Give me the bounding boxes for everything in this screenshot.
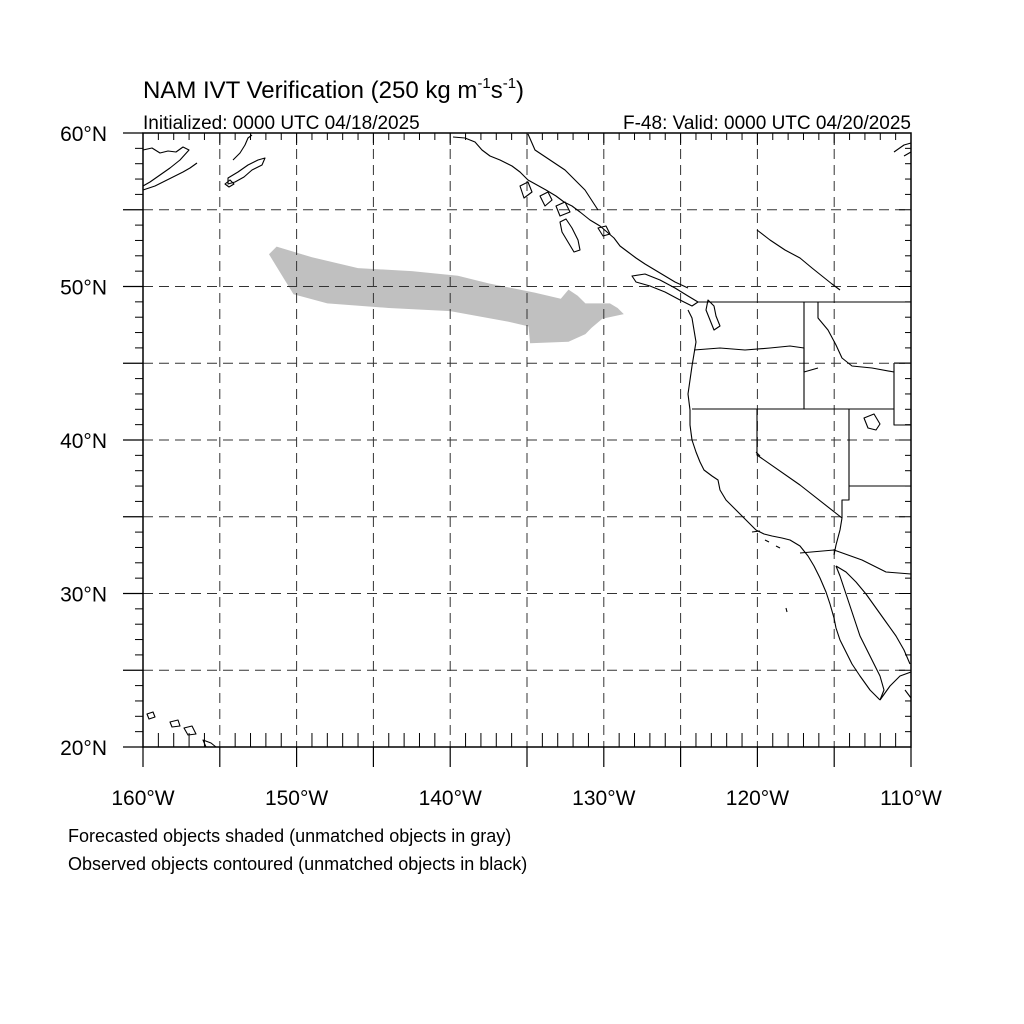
california-nevada-border bbox=[756, 409, 843, 519]
alaska-coast bbox=[142, 146, 190, 187]
southeast-alaska-coast bbox=[452, 136, 689, 289]
hawaii-big-island bbox=[202, 739, 217, 748]
lon-tick-label: 160°W bbox=[111, 787, 174, 810]
mexico-coast-far-south bbox=[904, 689, 912, 699]
puget-sound bbox=[705, 299, 721, 331]
alaska-islet bbox=[224, 179, 235, 188]
us-west-coast bbox=[687, 309, 837, 629]
lon-tick-label: 150°W bbox=[265, 787, 328, 810]
se-alaska-islands-a bbox=[519, 181, 533, 199]
canadian-river bbox=[756, 229, 841, 291]
channel-island-c bbox=[775, 545, 781, 549]
kodiak-island bbox=[227, 157, 266, 185]
great-salt-lake bbox=[863, 413, 881, 431]
mexico-mainland-coast bbox=[835, 565, 911, 665]
lat-tick-label: 40°N bbox=[60, 430, 107, 453]
us-mexico-border bbox=[799, 549, 912, 575]
baja-gulf-coast bbox=[835, 565, 885, 701]
lat-tick-label: 30°N bbox=[60, 584, 107, 607]
vancouver-island bbox=[631, 273, 699, 307]
california-arizona-border bbox=[833, 517, 843, 556]
alaska-peninsula-coast bbox=[142, 162, 198, 191]
se-alaska-islands-c bbox=[555, 201, 571, 217]
canada-lake-ne bbox=[893, 142, 912, 153]
baja-west-coast bbox=[835, 627, 881, 701]
gridlines bbox=[143, 133, 911, 747]
lon-tick-label: 120°W bbox=[726, 787, 789, 810]
lon-tick-label: 130°W bbox=[572, 787, 635, 810]
channel-island-a bbox=[751, 530, 761, 533]
forecast-object-1 bbox=[269, 246, 624, 344]
map-title: NAM IVT Verification (250 kg m-1s-1) bbox=[143, 75, 524, 104]
lat-tick-label: 50°N bbox=[60, 277, 107, 300]
lake-tahoe bbox=[755, 451, 761, 457]
map-axes: 160°W 150°W 140°W 130°W 120°W 110°W 60°N 50°N 40… bbox=[60, 123, 942, 810]
hawaii-kauai bbox=[146, 711, 156, 720]
forecast-objects-layer bbox=[269, 246, 624, 344]
alaska-bc-border bbox=[527, 133, 599, 211]
idaho-montana-border bbox=[817, 302, 895, 373]
lat-tick-label: 60°N bbox=[60, 123, 107, 146]
hawaii-oahu bbox=[169, 719, 181, 728]
canada-lake-ne-2 bbox=[903, 151, 912, 157]
channel-island-b bbox=[764, 539, 770, 543]
se-alaska-islands-b bbox=[539, 191, 553, 207]
haida-gwaii bbox=[559, 218, 581, 253]
mexico-coast-south bbox=[879, 671, 912, 701]
guadalupe-island bbox=[785, 607, 788, 613]
valid-label: F-48: Valid: 0000 UTC 04/20/2025 bbox=[623, 113, 911, 134]
legend-forecast-note: Forecasted objects shaded (unmatched obj… bbox=[68, 826, 511, 846]
legend-observed-note: Observed objects contoured (unmatched ob… bbox=[68, 854, 527, 874]
washington-oregon-border bbox=[693, 345, 819, 373]
bc-island-small bbox=[597, 225, 611, 237]
lat-tick-label: 20°N bbox=[60, 737, 107, 760]
lon-tick-label: 140°W bbox=[419, 787, 482, 810]
nevada-utah-border bbox=[841, 409, 850, 518]
initialized-label: Initialized: 0000 UTC 04/18/2025 bbox=[143, 113, 420, 134]
lon-tick-label: 110°W bbox=[880, 787, 942, 810]
coastlines-and-borders bbox=[142, 133, 912, 748]
hawaii-maui bbox=[183, 725, 197, 736]
alaska-gulf-coast bbox=[232, 134, 253, 161]
